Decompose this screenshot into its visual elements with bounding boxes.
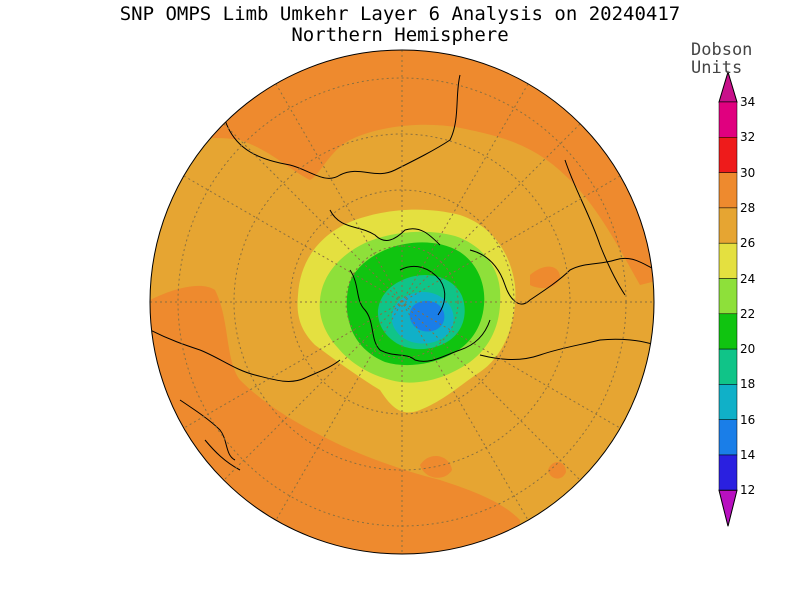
colorbar-swatch	[718, 242, 738, 279]
colorbar-swatch	[718, 313, 738, 350]
colorbar-tick-label: 18	[740, 377, 756, 392]
unit-label-line1: Dobson	[691, 40, 753, 60]
ozone-field	[150, 50, 654, 554]
colorbar-tick-label: 22	[740, 306, 756, 321]
colorbar-swatch	[718, 172, 738, 209]
map-border	[149, 49, 655, 555]
colorbar-tick-label: 30	[740, 165, 756, 180]
field-30-32-south-b	[420, 455, 452, 478]
colorbar-swatch	[718, 137, 738, 173]
colorbar-tick-label: 26	[740, 236, 756, 251]
colorbar-tick-label: 28	[740, 200, 756, 215]
unit-label-line2: Units	[691, 58, 743, 78]
colorbar-swatch	[718, 207, 738, 244]
graticule	[150, 50, 654, 554]
coastlines	[150, 74, 654, 471]
colorbar-tick-label: 24	[740, 271, 756, 286]
colorbar-bottom-arrow	[718, 489, 738, 527]
map-title: SNP OMPS Limb Umkehr Layer 6 Analysis on…	[119, 3, 681, 25]
colorbar-tick-label: 12	[740, 483, 756, 498]
field-30-32-north	[150, 50, 654, 285]
colorbar-swatch	[718, 348, 738, 385]
colorbar-swatch	[718, 384, 738, 420]
colorbar-swatch	[718, 278, 738, 315]
colorbar-tick-label: 20	[740, 342, 756, 357]
field-30-32-east-a	[530, 266, 560, 289]
field-30-32-southwest	[150, 285, 520, 554]
colorbar-tick-label: 32	[740, 130, 756, 145]
colorbar-tick-label: 14	[740, 448, 756, 462]
field-30-32-south-c	[548, 461, 566, 479]
colorbar-swatch	[718, 454, 738, 491]
colorbar-swatch	[718, 419, 738, 456]
colorbar	[718, 70, 738, 527]
map-subtitle: Northern Hemisphere	[291, 24, 509, 46]
colorbar-tick-label: 16	[740, 412, 756, 427]
colorbar-tick-label: 34	[740, 95, 756, 109]
colorbar-swatch	[718, 101, 738, 138]
